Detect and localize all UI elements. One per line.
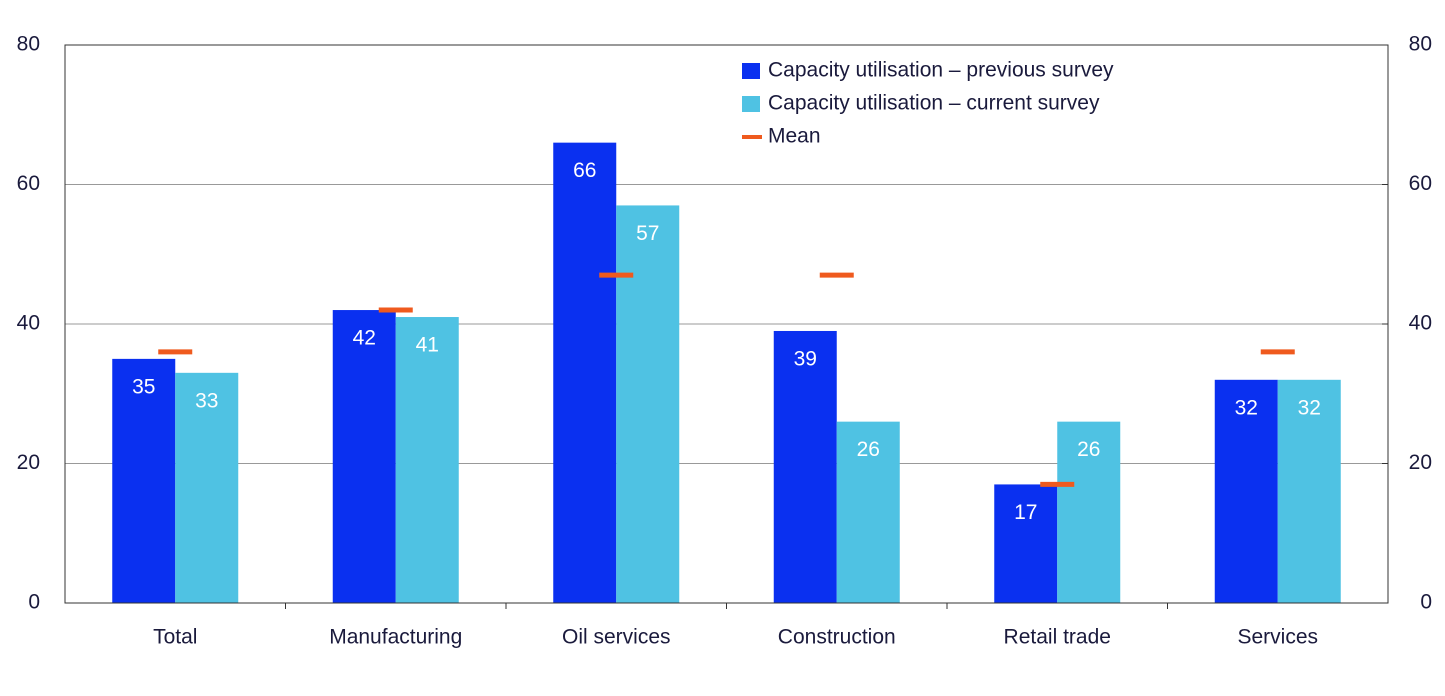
bar bbox=[616, 205, 680, 604]
legend-label: Capacity utilisation – previous survey bbox=[768, 59, 1114, 82]
x-tick-label: Services bbox=[1237, 626, 1318, 649]
y2-tick-label: 0 bbox=[1420, 591, 1432, 614]
y2-tick-label: 60 bbox=[1409, 172, 1432, 195]
value-label: 32 bbox=[1298, 396, 1321, 419]
x-tick-label: Manufacturing bbox=[329, 626, 462, 649]
value-label: 26 bbox=[1077, 438, 1100, 461]
bar bbox=[1277, 379, 1341, 603]
bar bbox=[395, 317, 459, 603]
y2-tick-label: 40 bbox=[1409, 312, 1432, 335]
y-tick-label: 60 bbox=[17, 172, 40, 195]
value-label: 57 bbox=[636, 222, 659, 245]
bar bbox=[1057, 421, 1121, 603]
value-label: 26 bbox=[857, 438, 880, 461]
x-tick-label: Total bbox=[153, 626, 197, 649]
bar bbox=[332, 310, 396, 603]
legend-label: Capacity utilisation – current survey bbox=[768, 92, 1100, 115]
value-label: 41 bbox=[416, 334, 439, 357]
bar bbox=[836, 421, 900, 603]
legend-label: Mean bbox=[768, 125, 821, 148]
value-label: 35 bbox=[132, 375, 155, 398]
value-label: 42 bbox=[353, 327, 376, 350]
x-tick-label: Retail trade bbox=[1004, 626, 1111, 649]
plot-frame bbox=[64, 44, 1389, 604]
y-tick-label: 20 bbox=[17, 451, 40, 474]
bar bbox=[175, 372, 239, 603]
bar bbox=[773, 330, 837, 603]
value-label: 66 bbox=[573, 159, 596, 182]
bar bbox=[112, 358, 176, 603]
y2-tick-label: 80 bbox=[1409, 33, 1432, 56]
legend-swatch bbox=[742, 63, 760, 79]
y-tick-label: 40 bbox=[17, 312, 40, 335]
value-label: 32 bbox=[1235, 396, 1258, 419]
y-tick-label: 0 bbox=[28, 591, 40, 614]
x-tick-label: Construction bbox=[778, 626, 896, 649]
x-tick-label: Oil services bbox=[562, 626, 671, 649]
value-label: 39 bbox=[794, 348, 817, 371]
legend-swatch bbox=[742, 96, 760, 112]
bar bbox=[1214, 379, 1278, 603]
bar bbox=[553, 142, 617, 603]
value-label: 17 bbox=[1014, 501, 1037, 524]
y2-tick-label: 20 bbox=[1409, 451, 1432, 474]
y-tick-label: 80 bbox=[17, 33, 40, 56]
value-label: 33 bbox=[195, 389, 218, 412]
bar bbox=[994, 484, 1058, 603]
